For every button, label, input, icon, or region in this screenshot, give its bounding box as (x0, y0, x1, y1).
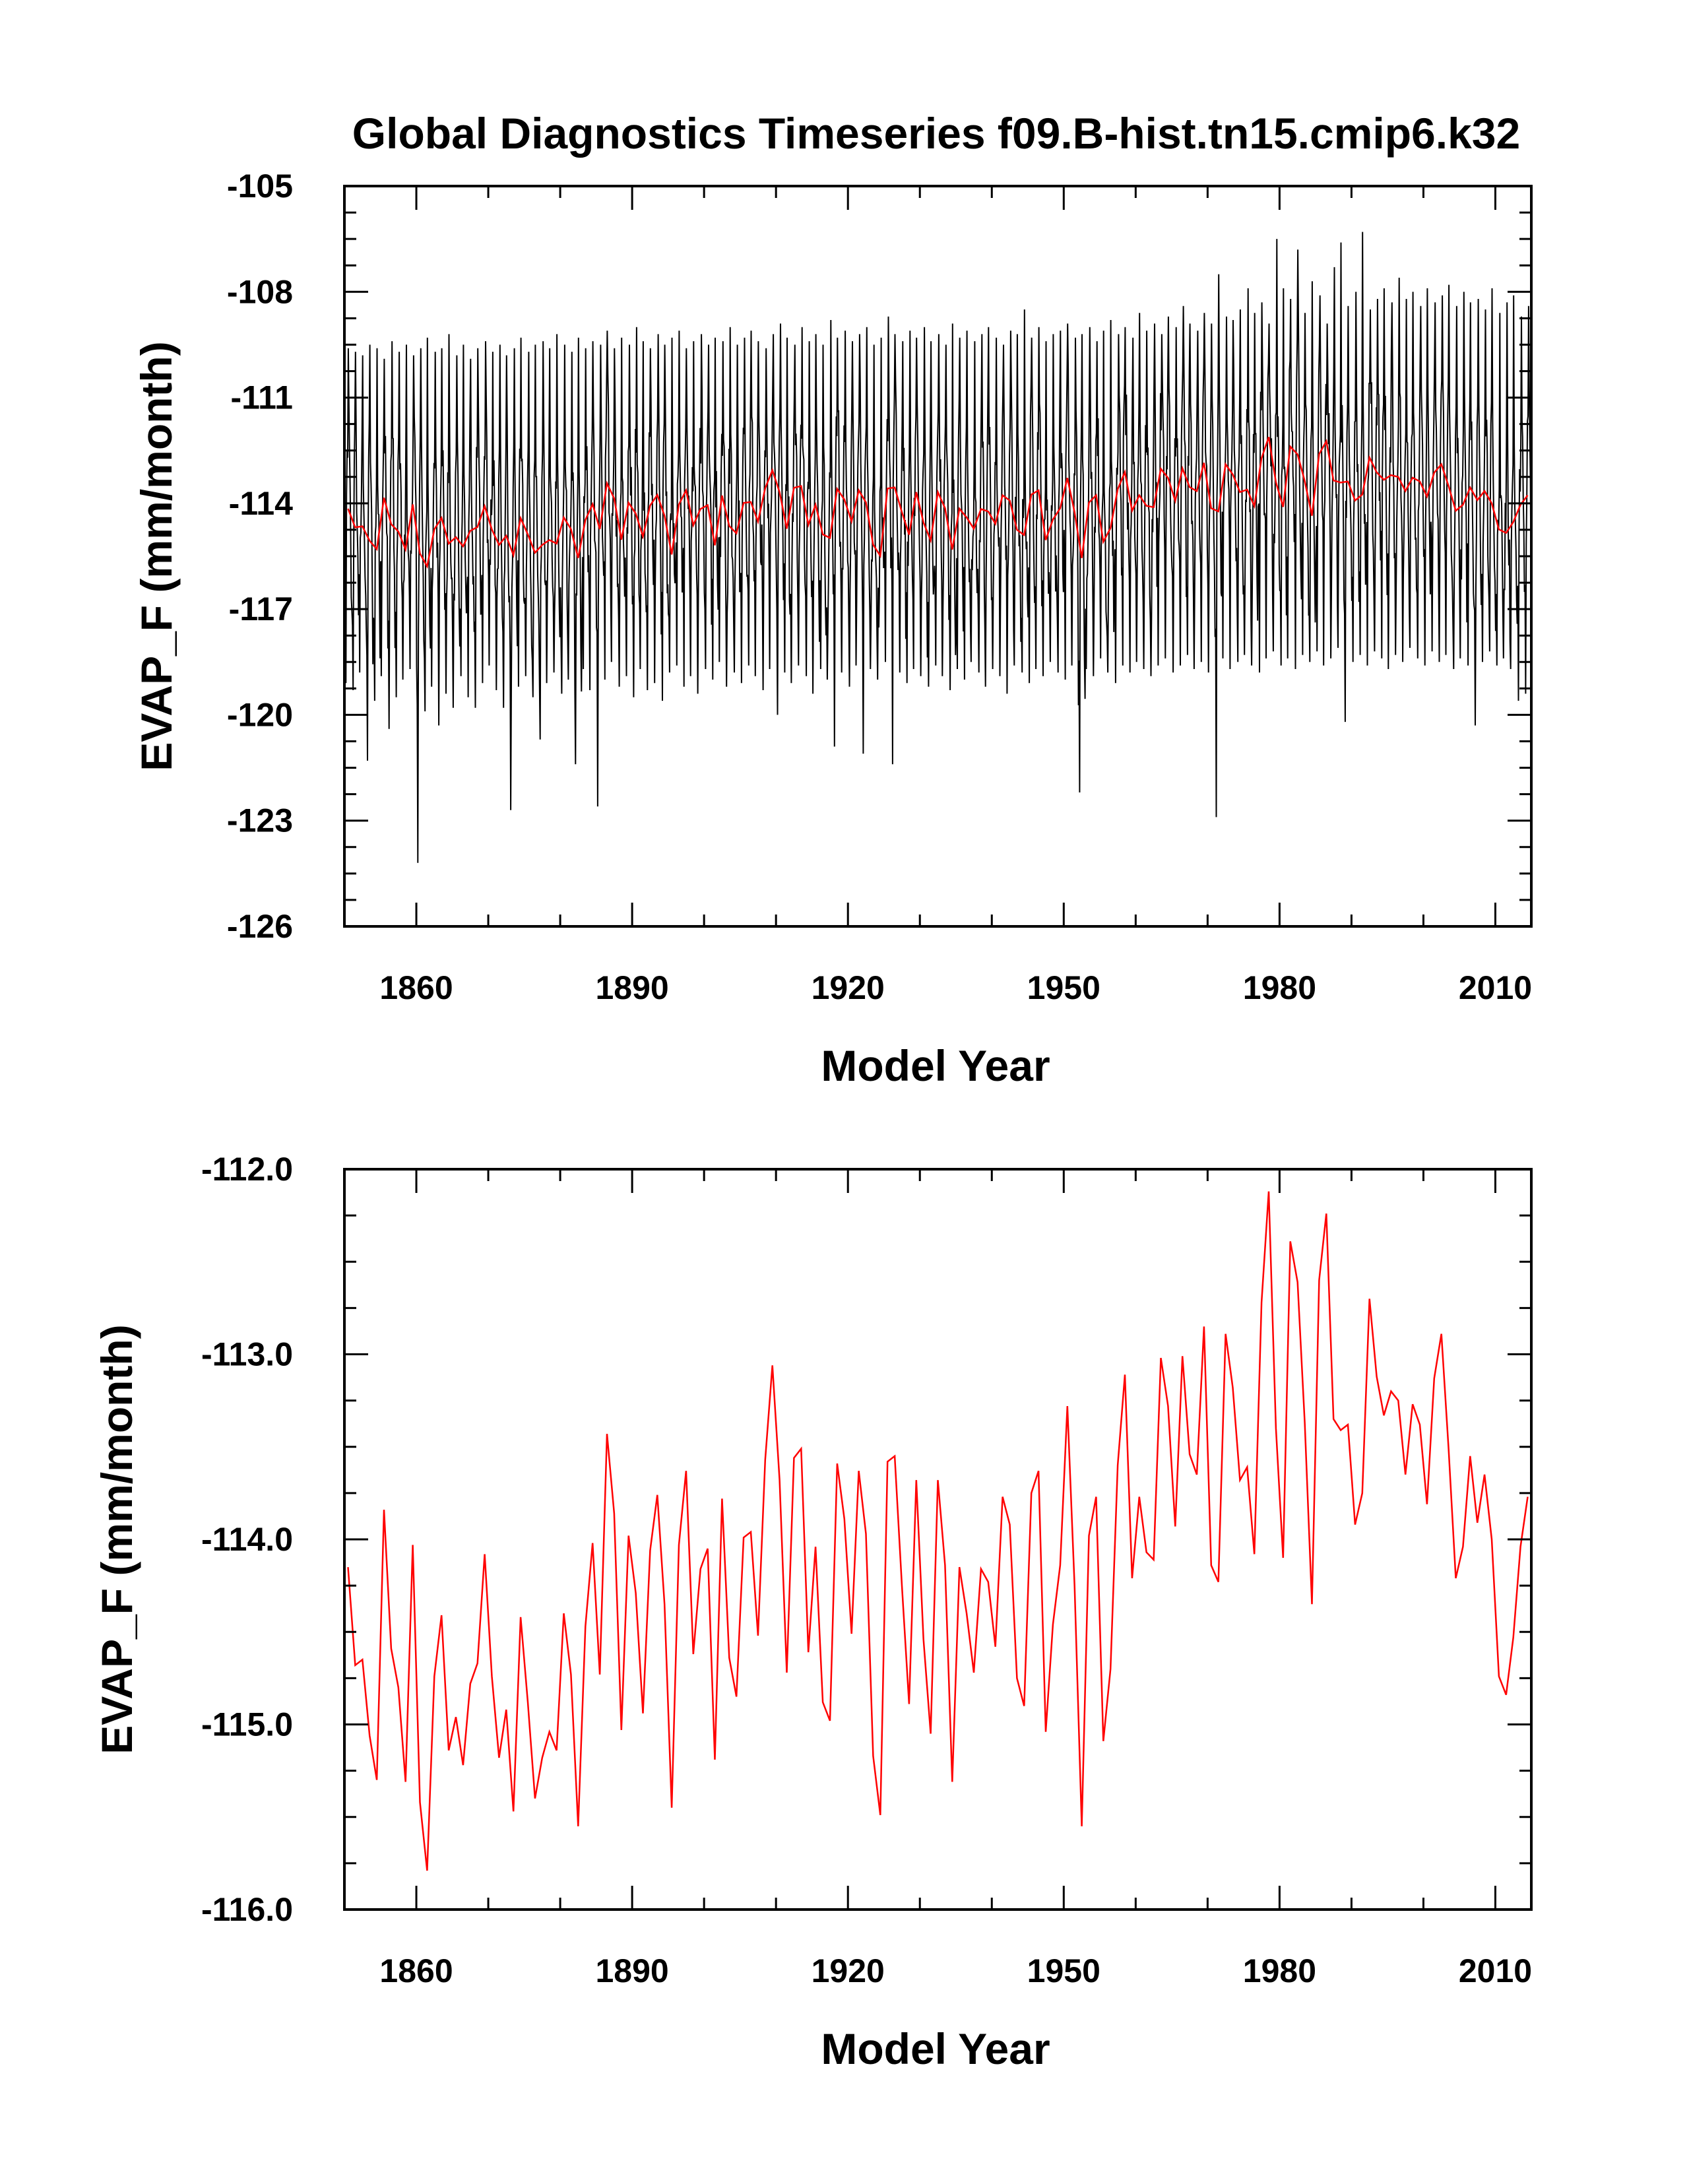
top-chart-ticks: 1860 1890 1920 1950 1980 2010 -126 -123 -120 -117… (227, 168, 1532, 1006)
top-chart-x-tick-label: 1890 (596, 969, 669, 1006)
monthly-chart: 1860 1890 1920 1950 1980 2010 -126 -123 -120 -117… (132, 168, 1533, 1090)
bottom-chart-x-tick-label: 1860 (379, 1952, 453, 1989)
bottom-chart-x-tick-label: 1920 (812, 1952, 885, 1989)
bottom-chart-y-tick-label: -112.0 (201, 1151, 293, 1188)
bottom-chart-y-tick-label: -114.0 (201, 1521, 293, 1558)
bottom-chart-frame (343, 1168, 1533, 1911)
top-chart-y-tick-label: -105 (227, 168, 293, 205)
annual-mean-series-line (347, 1191, 1529, 1871)
top-chart-y-tick-label: -111 (230, 379, 293, 416)
bottom-chart-y-tick-label: -113.0 (201, 1336, 293, 1373)
bottom-chart-x-tick-label: 2010 (1459, 1952, 1532, 1989)
top-chart-y-tick-label: -117 (229, 591, 293, 627)
top-chart-y-tick-label: -114 (229, 485, 294, 522)
bottom-chart-y-label: EVAP_F (mm/month) (92, 1324, 141, 1754)
bottom-chart-x-tick-label: 1950 (1027, 1952, 1100, 1989)
top-chart-x-tick-label: 1860 (379, 969, 453, 1006)
bottom-chart-x-tick-label: 1980 (1243, 1952, 1316, 1989)
top-chart-y-tick-label: -120 (227, 696, 293, 733)
top-chart-y-tick-label: -126 (227, 908, 293, 945)
top-chart-x-tick-label: 1980 (1243, 969, 1316, 1006)
top-chart-frame (343, 185, 1533, 928)
top-chart-x-tick-label: 2010 (1459, 969, 1532, 1006)
top-chart-x-label: Model Year (821, 1041, 1050, 1090)
bottom-chart-x-tick-label: 1890 (596, 1952, 669, 1989)
top-chart-y-tick-label: -123 (227, 802, 293, 839)
bottom-chart-y-tick-label: -116.0 (201, 1891, 293, 1928)
annual-chart: 1860 1890 1920 1950 1980 2010 -116.0 -115.0 -114… (92, 1151, 1533, 2073)
bottom-chart-x-label: Model Year (821, 2024, 1050, 2073)
top-chart-x-tick-label: 1950 (1027, 969, 1100, 1006)
chart-title: Global Diagnostics Timeseries f09.B-hist… (352, 109, 1520, 158)
top-chart-y-label: EVAP_F (mm/month) (132, 341, 181, 771)
monthly-series-group (344, 232, 1532, 863)
top-chart-y-tick-label: -108 (227, 273, 293, 310)
annual-mean-overlay-line (347, 436, 1529, 569)
top-chart-x-tick-label: 1920 (812, 969, 885, 1006)
monthly-series-line (344, 232, 1532, 863)
bottom-chart-y-tick-label: -115.0 (201, 1706, 293, 1743)
annual-series-group (347, 1191, 1529, 1871)
